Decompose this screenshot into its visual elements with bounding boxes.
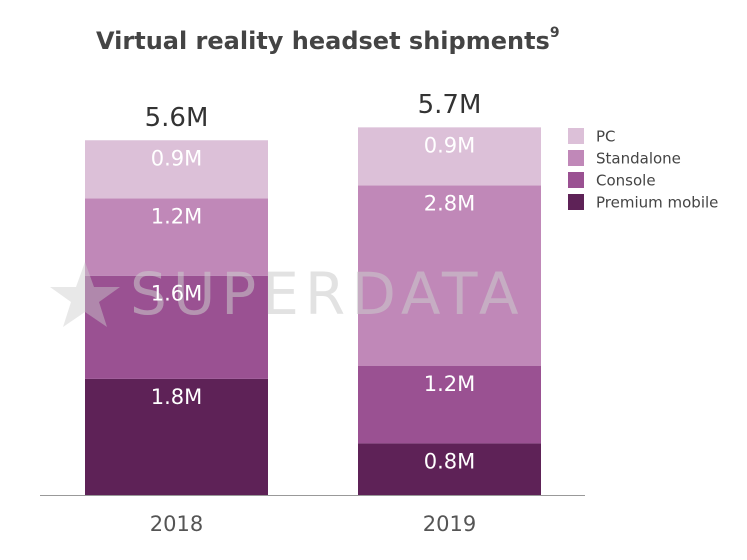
legend-swatch bbox=[568, 150, 584, 166]
bar-segment bbox=[85, 140, 268, 199]
data-label: 1.2M bbox=[424, 372, 476, 396]
x-tick-label: 2018 bbox=[150, 512, 203, 536]
chart-title: Virtual reality headset shipments9 bbox=[96, 25, 560, 55]
data-label: 2.8M bbox=[424, 191, 476, 215]
bars bbox=[85, 127, 541, 495]
title-note: 9 bbox=[550, 25, 560, 41]
total-label: 5.6M bbox=[145, 103, 209, 133]
bar-segment bbox=[85, 275, 268, 379]
data-label: 0.8M bbox=[424, 449, 476, 473]
bar-segment bbox=[358, 185, 541, 366]
legend-swatch bbox=[568, 128, 584, 144]
bar-segment bbox=[85, 198, 268, 276]
bar-segment bbox=[358, 366, 541, 444]
data-label: 0.9M bbox=[151, 146, 203, 170]
total-label: 5.7M bbox=[418, 90, 482, 120]
legend-swatch bbox=[568, 172, 584, 188]
watermark-star bbox=[50, 262, 120, 327]
bar-segment bbox=[85, 378, 268, 495]
data-label: 1.6M bbox=[151, 282, 203, 306]
legend-label: PC bbox=[596, 128, 616, 146]
legend-label: Console bbox=[596, 172, 656, 190]
legend-swatch bbox=[568, 194, 584, 210]
data-label: 1.2M bbox=[151, 204, 203, 228]
legend-label: Standalone bbox=[596, 150, 681, 168]
data-label: 0.9M bbox=[424, 133, 476, 157]
bar-segment bbox=[358, 443, 541, 495]
x-tick-label: 2019 bbox=[423, 512, 476, 536]
legend-label: Premium mobile bbox=[596, 194, 718, 212]
data-label: 1.8M bbox=[151, 385, 203, 409]
title-text: Virtual reality headset shipments bbox=[96, 27, 550, 55]
watermark: SUPERDATA bbox=[130, 260, 525, 328]
bar-segment bbox=[358, 127, 541, 186]
